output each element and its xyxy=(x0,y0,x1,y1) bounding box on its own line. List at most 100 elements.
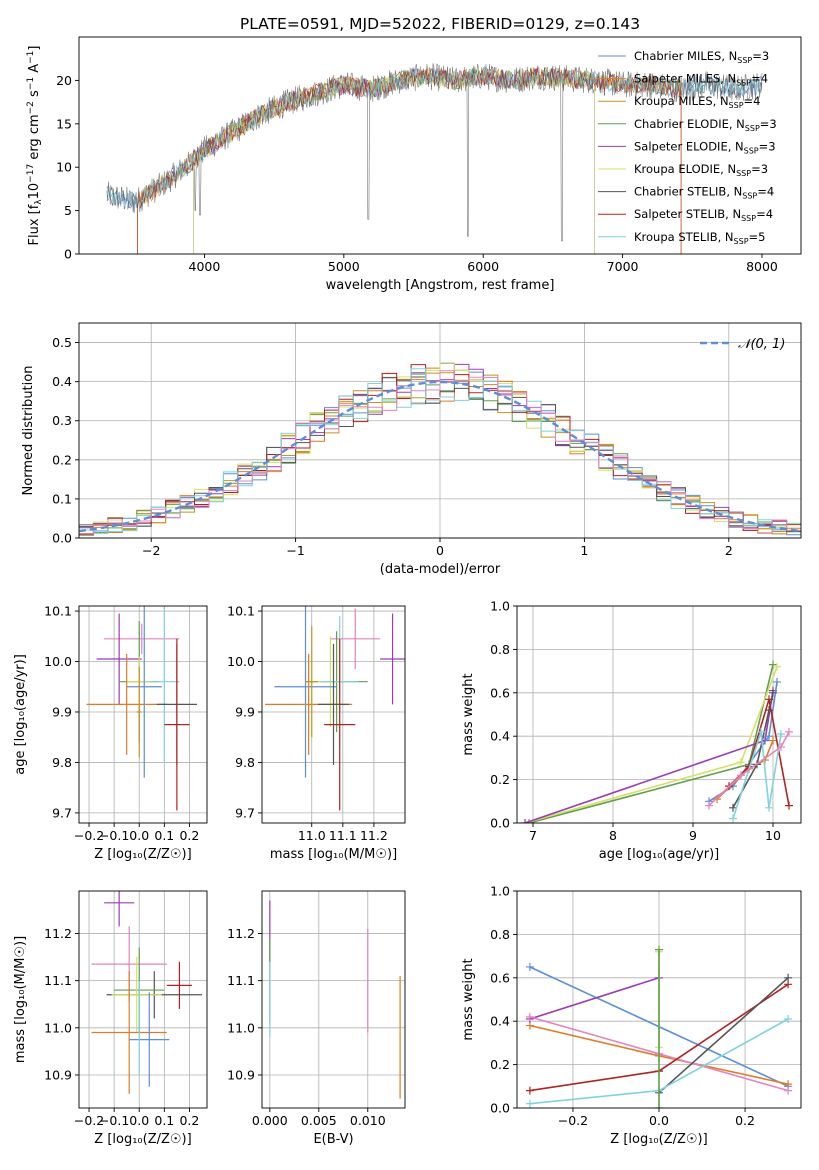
errorbar-point xyxy=(324,638,356,811)
point-marker xyxy=(773,677,781,686)
x-axis-label: Z [log₁₀(Z/Z☉)] xyxy=(94,1132,191,1147)
point-marker xyxy=(521,819,529,823)
y-tick-label: 0.6 xyxy=(490,685,510,700)
point-marker xyxy=(655,1104,663,1108)
y-label-part: −2 xyxy=(26,101,36,114)
x-tick-label: 7 xyxy=(529,828,537,843)
y-label-part: −1 xyxy=(26,51,36,64)
y-label-part: ] xyxy=(27,46,42,51)
x-axis-label: mass [log₁₀(M/M☉)] xyxy=(270,847,397,862)
panel-age_vs_mass xyxy=(258,605,406,827)
errorbar-point xyxy=(104,891,135,927)
y-tick-label: 0.0 xyxy=(490,1101,510,1116)
spectrum-model-chabrier_elodie xyxy=(193,67,595,254)
point-marker xyxy=(769,736,777,745)
legend-entry: Salpeter ELODIE, NSSP=3 xyxy=(634,139,776,155)
y-tick-label: 9.8 xyxy=(235,755,255,770)
y-label-part: 10 xyxy=(27,183,42,200)
y-tick-label: 1.0 xyxy=(490,884,510,899)
point-marker xyxy=(773,662,781,671)
x-axis-label: (data-model)/error xyxy=(380,562,501,577)
x-tick-label: 0 xyxy=(436,543,444,558)
point-marker xyxy=(705,801,713,810)
x-tick-label: −0.1 xyxy=(99,1113,129,1128)
y-tick-label: 9.7 xyxy=(235,805,255,820)
x-tick-label: −0.2 xyxy=(558,1113,588,1128)
y-tick-label: 10.9 xyxy=(227,1067,255,1082)
y-label-part: −1 xyxy=(26,77,36,90)
legend-entry: 𝒩(0, 1) xyxy=(738,337,785,352)
point-marker xyxy=(777,730,785,739)
y-tick-label: 0.5 xyxy=(52,335,72,350)
y-axis-label: mass weight xyxy=(461,673,476,755)
y-tick-label: 0.8 xyxy=(490,927,510,942)
x-tick-label: 1 xyxy=(580,543,588,558)
point-marker xyxy=(784,1015,793,1024)
y-tick-label: 9.7 xyxy=(52,805,72,820)
y-tick-label: 0.8 xyxy=(490,642,510,657)
panel-residuals xyxy=(75,322,802,542)
errorbar-point xyxy=(164,638,190,811)
y-tick-label: 0.4 xyxy=(490,1014,510,1029)
point-marker xyxy=(525,819,533,823)
errorbar-point xyxy=(111,957,162,1033)
y-tick-label: 10.9 xyxy=(44,1067,72,1082)
y-tick-label: 9.8 xyxy=(52,755,72,770)
x-tick-label: −0.2 xyxy=(74,828,104,843)
histogram-kroupa_elodie xyxy=(79,362,801,532)
y-axis-label: Normed distribution xyxy=(21,366,36,496)
y-axis-label: age [log₁₀(age/yr)] xyxy=(13,654,28,775)
x-tick-label: 0.0 xyxy=(129,1113,149,1128)
x-axis-label: E(B-V) xyxy=(313,1132,353,1147)
plot-area xyxy=(79,362,801,536)
y-axis-label: Flux [fλ10−17 erg cm−2 s−1 A−1] xyxy=(26,46,44,246)
errorbar-point xyxy=(317,643,350,765)
errorbar-point xyxy=(91,971,167,1094)
y-label-part: erg cm xyxy=(27,114,42,163)
y-axis-label: mass [log₁₀(M/M☉)] xyxy=(13,936,28,1063)
panel-spectrum xyxy=(75,36,802,258)
y-tick-label: 20 xyxy=(56,73,72,88)
y-tick-label: 15 xyxy=(56,116,72,131)
panel-weight_vs_age xyxy=(513,605,802,827)
errorbar-point xyxy=(86,653,167,755)
x-tick-label: 0.2 xyxy=(179,828,199,843)
point-marker xyxy=(765,695,773,704)
plot-area xyxy=(269,900,401,1099)
x-tick-label: 11.2 xyxy=(360,828,388,843)
y-tick-label: 11.1 xyxy=(227,973,255,988)
y-tick-label: 0.0 xyxy=(52,531,72,546)
axes-frame xyxy=(78,605,208,824)
errorbar-point xyxy=(166,961,192,1009)
errorbar-point xyxy=(96,613,142,705)
errorbar-point xyxy=(380,613,405,705)
errorbar-point xyxy=(129,992,170,1087)
y-tick-label: 10.0 xyxy=(44,654,72,669)
point-marker xyxy=(525,1086,534,1095)
y-tick-label: 10 xyxy=(56,160,72,175)
y-tick-label: 11.0 xyxy=(227,1020,255,1035)
x-axis-label: age [log₁₀(age/yr)] xyxy=(599,847,720,862)
y-tick-label: 11.2 xyxy=(227,926,255,941)
axes-frame xyxy=(261,605,406,824)
plot-area xyxy=(265,606,405,811)
histogram-pink xyxy=(79,370,801,535)
x-tick-label: 11.1 xyxy=(329,828,357,843)
legend-entry: Chabrier ELODIE, NSSP=3 xyxy=(634,117,777,133)
point-marker xyxy=(713,795,721,804)
plot-area xyxy=(525,945,793,1108)
x-tick-label: −0.2 xyxy=(74,1113,104,1128)
panel-mass_vs_Z xyxy=(75,890,208,1112)
y-tick-label: 10.1 xyxy=(227,604,255,619)
x-tick-label: −0.1 xyxy=(99,828,129,843)
legend-entry: Chabrier MILES, NSSP=3 xyxy=(634,49,769,65)
y-label-part: s xyxy=(27,90,42,101)
y-tick-label: 11.0 xyxy=(44,1020,72,1035)
x-tick-label: 0.005 xyxy=(301,1113,337,1128)
y-tick-label: 0.3 xyxy=(52,413,72,428)
axes-frame xyxy=(516,605,802,824)
legend-entry: Kroupa ELODIE, NSSP=3 xyxy=(634,162,768,178)
legend-entry: Salpeter MILES, NSSP=4 xyxy=(634,72,768,88)
plot-area xyxy=(86,606,197,811)
